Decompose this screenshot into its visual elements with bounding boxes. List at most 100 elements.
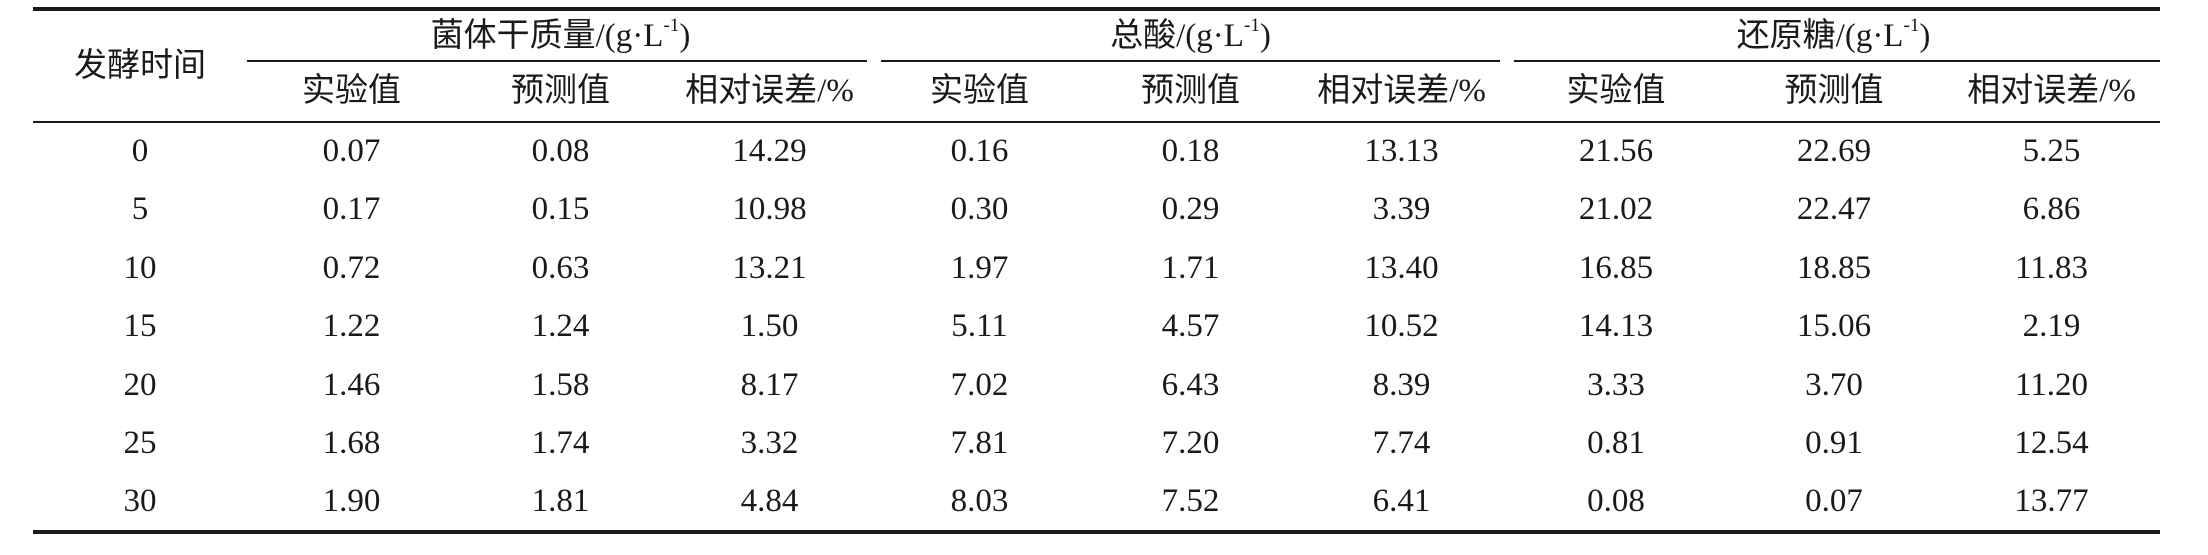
subheader-relative-error: 相对误差/% — [665, 62, 875, 123]
value-cell: 12.54 — [2014, 425, 2089, 462]
value-cell: 1.90 — [322, 482, 381, 519]
value-cell: 13.77 — [2014, 482, 2089, 519]
subheader-relative-error: 相对误差/% — [1296, 62, 1508, 123]
subheader-experimental-value: 实验值 — [247, 62, 456, 123]
value-cell: 8.17 — [740, 366, 799, 403]
value-cell: 14.29 — [732, 133, 807, 170]
table-row: 10 0.72 0.63 13.21 1.97 1.71 13.40 16.85 18.85 11… — [33, 239, 2160, 298]
value-cell: 0.07 — [1805, 482, 1863, 519]
value-cell: 18.85 — [1796, 249, 1872, 286]
value-cell: 4.84 — [740, 482, 799, 519]
value-cell: 14.13 — [1578, 308, 1654, 345]
group-header-row: 发酵时间 菌体干质量/(g·L-1) 总酸/(g·L-1) 还原糖/(g·L-1… — [33, 9, 2161, 123]
value-cell: 0.72 — [322, 249, 381, 286]
subheader-row: 实验值 预测值 相对误差/% 实验值 预测值 相对误差/% 实验值 预测值 相对… — [33, 62, 2161, 123]
value-cell: 1.81 — [531, 482, 590, 519]
value-cell: 11.83 — [2015, 249, 2089, 286]
value-cell: 0.29 — [1161, 191, 1220, 228]
group-label-suffix: ) — [1259, 18, 1271, 54]
value-cell: 2.19 — [2022, 308, 2081, 345]
value-cell: 3.33 — [1587, 366, 1645, 403]
table-header: 发酵时间 菌体干质量/(g·L-1) 总酸/(g·L-1) 还原糖/(g·L-1… — [33, 9, 2161, 123]
value-cell: 13.21 — [732, 249, 807, 286]
value-cell: 6.86 — [2022, 191, 2081, 228]
value-cell: 0.30 — [950, 191, 1009, 228]
group-header-reducing-sugar: 还原糖/(g·L-1) — [1507, 9, 2161, 62]
value-cell: 22.69 — [1796, 133, 1872, 170]
value-cell: 5.25 — [2022, 133, 2081, 170]
value-cell: 7.52 — [1161, 482, 1220, 519]
value-cell: 1.68 — [322, 425, 381, 462]
table-body: 0 0.07 0.08 14.29 0.16 0.18 13.13 21.56 22.69 5.2… — [33, 122, 2160, 532]
value-cell: 13.40 — [1364, 249, 1439, 286]
value-cell: 13.13 — [1364, 133, 1439, 170]
value-cell: 0.18 — [1161, 133, 1220, 170]
table-row: 30 1.90 1.81 4.84 8.03 7.52 6.41 0.08 0.07 13.77 — [33, 473, 2160, 532]
table-row: 20 1.46 1.58 8.17 7.02 6.43 8.39 3.33 3.70 11.20 — [33, 356, 2160, 415]
group-header-total-acid: 总酸/(g·L-1) — [874, 9, 1507, 62]
subheader-predicted-value: 预测值 — [1725, 62, 1944, 123]
fermentation-time-cell: 25 — [123, 425, 157, 462]
fermentation-time-cell: 0 — [131, 133, 149, 170]
value-cell: 21.56 — [1578, 133, 1654, 170]
value-cell: 22.47 — [1796, 191, 1872, 228]
group-label: 总酸/(g·L — [1110, 18, 1244, 54]
fermentation-time-cell: 5 — [131, 191, 149, 228]
group-label-suffix: ) — [1919, 18, 1931, 54]
value-cell: 1.46 — [322, 366, 381, 403]
value-cell: 1.22 — [322, 308, 381, 345]
subheader-experimental-value: 实验值 — [874, 62, 1086, 123]
group-label: 还原糖/(g·L — [1736, 18, 1904, 54]
model-validation-table: 发酵时间 菌体干质量/(g·L-1) 总酸/(g·L-1) 还原糖/(g·L-1… — [33, 7, 2161, 534]
value-cell: 0.16 — [950, 133, 1009, 170]
value-cell: 21.02 — [1578, 191, 1654, 228]
value-cell: 7.02 — [950, 366, 1009, 403]
value-cell: 7.20 — [1161, 425, 1220, 462]
value-cell: 1.50 — [740, 308, 799, 345]
superscript-exponent: -1 — [1243, 15, 1260, 37]
subheader-experimental-value: 实验值 — [1507, 62, 1726, 123]
column-header-fermentation-time: 发酵时间 — [33, 9, 247, 123]
table-row: 5 0.17 0.15 10.98 0.30 0.29 3.39 21.02 22.47 6.86 — [33, 181, 2160, 240]
value-cell: 3.70 — [1805, 366, 1863, 403]
value-cell: 1.97 — [950, 249, 1009, 286]
value-cell: 1.71 — [1161, 249, 1220, 286]
superscript-exponent: -1 — [663, 15, 680, 37]
table-row: 25 1.68 1.74 3.32 7.81 7.20 7.74 0.81 0.91 12.54 — [33, 415, 2160, 474]
value-cell: 0.17 — [322, 191, 381, 228]
value-cell: 0.91 — [1805, 425, 1863, 462]
value-cell: 6.43 — [1161, 366, 1220, 403]
fermentation-time-cell: 10 — [123, 249, 157, 286]
value-cell: 1.58 — [531, 366, 590, 403]
value-cell: 8.39 — [1372, 366, 1431, 403]
group-label: 菌体干质量/(g·L — [430, 18, 664, 54]
subheader-predicted-value: 预测值 — [1085, 62, 1297, 123]
group-header-dry-cell-mass: 菌体干质量/(g·L-1) — [247, 9, 874, 62]
value-cell: 1.74 — [531, 425, 590, 462]
value-cell: 10.52 — [1364, 308, 1439, 345]
value-cell: 7.81 — [950, 425, 1009, 462]
value-cell: 10.98 — [732, 191, 807, 228]
value-cell: 3.39 — [1372, 191, 1431, 228]
value-cell: 7.74 — [1372, 425, 1431, 462]
value-cell: 0.08 — [531, 133, 590, 170]
group-label-suffix: ) — [679, 18, 691, 54]
value-cell: 0.08 — [1587, 482, 1645, 519]
value-cell: 0.15 — [531, 191, 590, 228]
value-cell: 3.32 — [740, 425, 799, 462]
value-cell: 1.24 — [531, 308, 590, 345]
value-cell: 6.41 — [1372, 482, 1431, 519]
superscript-exponent: -1 — [1903, 15, 1920, 37]
value-cell: 0.07 — [322, 133, 381, 170]
table-row: 15 1.22 1.24 1.50 5.11 4.57 10.52 14.13 15.06 2.1… — [33, 298, 2160, 357]
value-cell: 0.81 — [1587, 425, 1645, 462]
value-cell: 16.85 — [1578, 249, 1654, 286]
value-cell: 8.03 — [950, 482, 1009, 519]
fermentation-time-cell: 20 — [123, 366, 157, 403]
value-cell: 11.20 — [2015, 366, 2089, 403]
fermentation-time-cell: 15 — [123, 308, 157, 345]
subheader-predicted-value: 预测值 — [456, 62, 665, 123]
subheader-relative-error: 相对误差/% — [1943, 62, 2161, 123]
value-cell: 5.11 — [951, 308, 1008, 345]
value-cell: 15.06 — [1796, 308, 1872, 345]
